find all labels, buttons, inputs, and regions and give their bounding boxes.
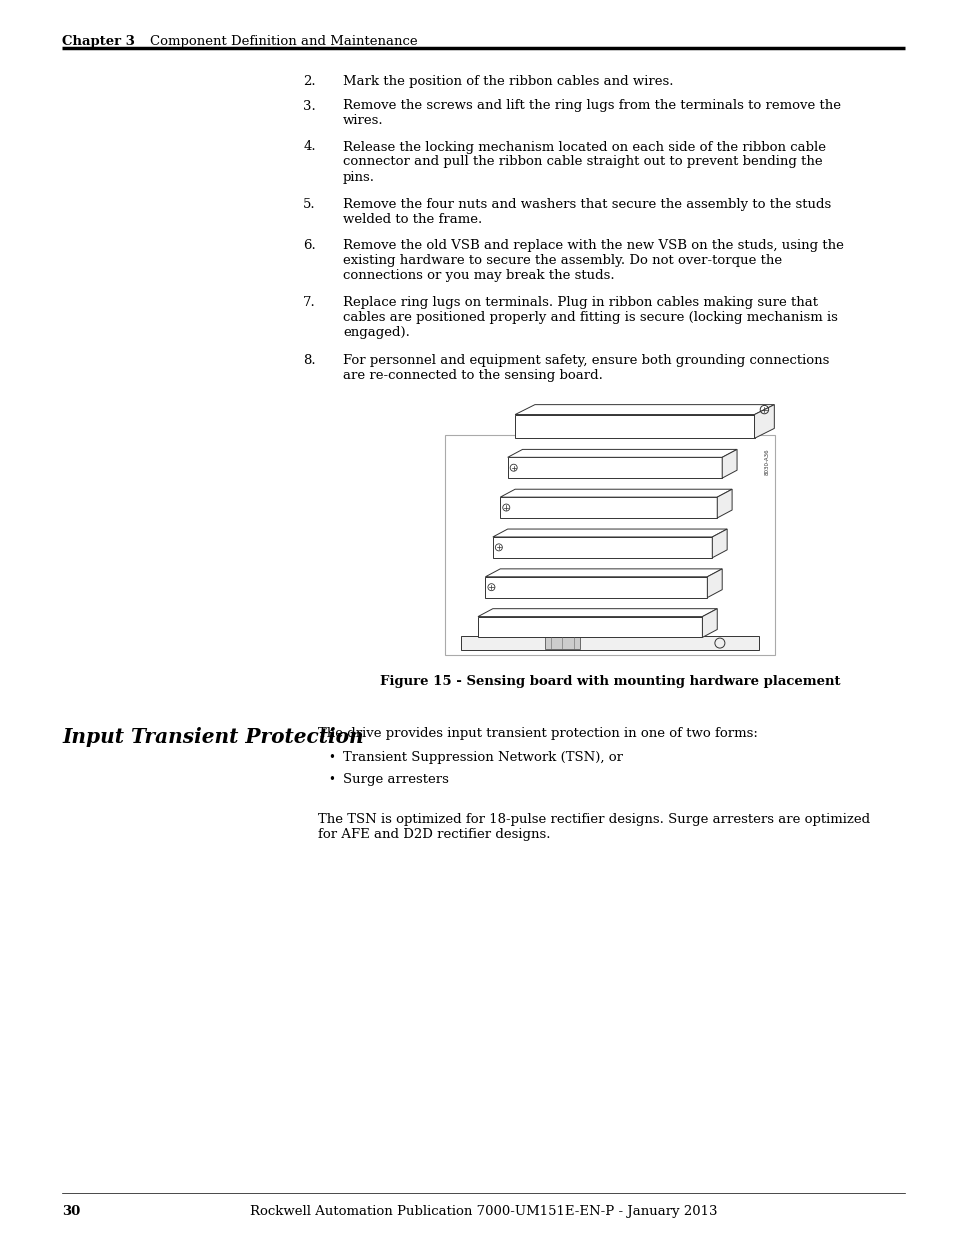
Bar: [499, 498, 717, 517]
Text: 8.: 8.: [303, 354, 315, 367]
Text: Rockwell Automation Publication 7000-UM151E-EN-P - January 2013: Rockwell Automation Publication 7000-UM1…: [250, 1205, 717, 1218]
Text: Remove the four nuts and washers that secure the assembly to the studs
welded to: Remove the four nuts and washers that se…: [343, 198, 830, 226]
Text: 30: 30: [62, 1205, 80, 1218]
Text: Remove the old VSB and replace with the new VSB on the studs, using the
existing: Remove the old VSB and replace with the …: [343, 240, 843, 282]
Polygon shape: [485, 569, 721, 577]
Polygon shape: [515, 405, 774, 415]
Text: Input Transient Protection: Input Transient Protection: [62, 727, 363, 747]
Bar: [507, 457, 721, 478]
Text: 3.: 3.: [303, 100, 315, 112]
Polygon shape: [493, 529, 726, 537]
Text: Component Definition and Maintenance: Component Definition and Maintenance: [150, 35, 417, 48]
Polygon shape: [507, 450, 737, 457]
Text: Surge arresters: Surge arresters: [343, 773, 449, 785]
Text: Release the locking mechanism located on each side of the ribbon cable
connector: Release the locking mechanism located on…: [343, 141, 825, 184]
Polygon shape: [754, 405, 774, 438]
Polygon shape: [499, 489, 731, 498]
Bar: [461, 636, 758, 650]
Text: 8030-A36: 8030-A36: [764, 448, 769, 474]
Polygon shape: [721, 450, 737, 478]
Text: Replace ring lugs on terminals. Plug in ribbon cables making sure that
cables ar: Replace ring lugs on terminals. Plug in …: [343, 296, 837, 340]
Text: 5.: 5.: [303, 198, 315, 211]
Bar: [444, 435, 774, 655]
Bar: [544, 637, 579, 650]
Text: •: •: [328, 773, 335, 785]
Text: 6.: 6.: [303, 240, 315, 252]
Text: •: •: [328, 751, 335, 764]
Text: Mark the position of the ribbon cables and wires.: Mark the position of the ribbon cables a…: [343, 75, 673, 88]
Text: Chapter 3: Chapter 3: [62, 35, 134, 48]
Bar: [477, 616, 701, 637]
Text: Transient Suppression Network (TSN), or: Transient Suppression Network (TSN), or: [343, 751, 622, 764]
Text: For personnel and equipment safety, ensure both grounding connections
are re-con: For personnel and equipment safety, ensu…: [343, 354, 828, 382]
Bar: [515, 415, 754, 438]
Text: 7.: 7.: [303, 296, 315, 310]
Polygon shape: [477, 609, 717, 616]
Text: Remove the screws and lift the ring lugs from the terminals to remove the
wires.: Remove the screws and lift the ring lugs…: [343, 100, 841, 127]
Text: The TSN is optimized for 18-pulse rectifier designs. Surge arresters are optimiz: The TSN is optimized for 18-pulse rectif…: [317, 813, 869, 841]
Polygon shape: [706, 569, 721, 598]
Text: The drive provides input transient protection in one of two forms:: The drive provides input transient prote…: [317, 727, 757, 740]
Polygon shape: [701, 609, 717, 637]
Polygon shape: [712, 529, 726, 558]
Bar: [493, 537, 712, 558]
Text: 4.: 4.: [303, 141, 315, 153]
Text: 2.: 2.: [303, 75, 315, 88]
Text: Figure 15 - Sensing board with mounting hardware placement: Figure 15 - Sensing board with mounting …: [379, 676, 840, 688]
Bar: [485, 577, 706, 598]
Polygon shape: [717, 489, 731, 517]
